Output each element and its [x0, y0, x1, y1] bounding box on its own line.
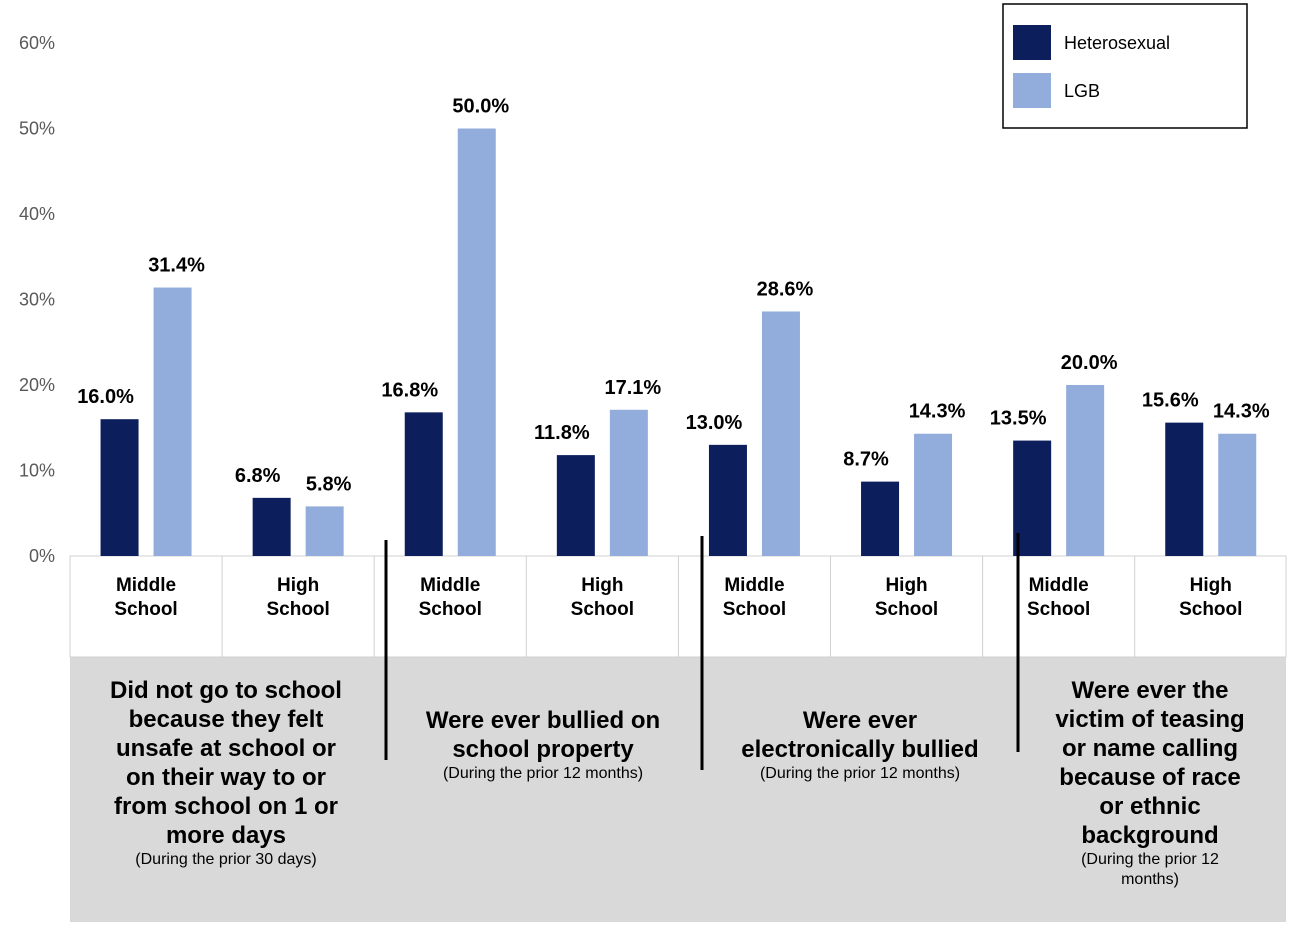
group-title: victim of teasing: [1055, 706, 1244, 733]
category-label: Middle: [1029, 575, 1089, 596]
data-label: 16.8%: [381, 379, 438, 401]
group-note: (During the prior 30 days): [135, 851, 316, 868]
data-label: 11.8%: [534, 422, 590, 444]
category-label: Middle: [724, 575, 784, 596]
y-tick-label: 20%: [19, 375, 55, 395]
group-title: Did not go to school: [110, 677, 342, 704]
bar-heterosexual: [1165, 422, 1204, 556]
group-title: on their way to or: [126, 764, 326, 791]
group-title: because of race: [1059, 764, 1240, 791]
group-title: Were ever: [803, 707, 917, 734]
data-label: 14.3%: [909, 401, 966, 423]
legend-label: LGB: [1064, 81, 1100, 101]
bar-lgb: [1218, 433, 1257, 556]
category-label: Middle: [420, 575, 480, 596]
category-label: School: [1027, 599, 1090, 620]
category-label: School: [114, 599, 177, 620]
legend-label: Heterosexual: [1064, 33, 1170, 53]
bar-lgb: [914, 433, 953, 556]
data-label: 13.0%: [686, 412, 743, 434]
group-note: (During the prior 12 months): [443, 765, 643, 782]
data-label: 50.0%: [452, 96, 509, 118]
legend-swatch: [1013, 25, 1051, 60]
category-label: School: [1179, 599, 1242, 620]
category-label: School: [266, 599, 329, 620]
category-label: School: [419, 599, 482, 620]
group-title: or ethnic: [1099, 793, 1200, 820]
legend-swatch: [1013, 73, 1051, 108]
group-title: because they felt: [129, 706, 324, 733]
group-title: background: [1081, 822, 1218, 849]
data-label: 20.0%: [1061, 352, 1118, 374]
y-tick-label: 50%: [19, 119, 55, 139]
y-tick-label: 30%: [19, 290, 55, 310]
category-label: High: [581, 575, 623, 596]
group-note: months): [1121, 871, 1179, 888]
group-title: school property: [452, 736, 634, 763]
group-title: unsafe at school or: [116, 735, 336, 762]
group-note: (During the prior 12 months): [760, 765, 960, 782]
category-label: School: [875, 599, 938, 620]
data-label: 14.3%: [1213, 401, 1270, 423]
data-label: 31.4%: [148, 255, 205, 277]
legend-box: [1002, 3, 1248, 129]
data-label: 17.1%: [604, 377, 661, 399]
bar-heterosexual: [861, 481, 900, 556]
category-label: High: [885, 575, 927, 596]
data-label: 28.6%: [757, 278, 814, 300]
category-label: High: [1190, 575, 1232, 596]
group-label-band: [70, 657, 1286, 922]
bar-heterosexual: [404, 412, 443, 556]
data-label: 16.0%: [77, 386, 134, 408]
group-title: electronically bullied: [741, 736, 978, 763]
data-label: 6.8%: [235, 465, 281, 487]
group-title: Were ever the: [1072, 677, 1229, 704]
category-label: High: [277, 575, 319, 596]
y-tick-label: 0%: [29, 546, 55, 566]
group-title: from school on 1 or: [114, 793, 338, 820]
data-label: 8.7%: [843, 449, 889, 471]
bar-heterosexual: [100, 419, 139, 556]
y-tick-label: 60%: [19, 33, 55, 53]
category-label: School: [723, 599, 786, 620]
category-label: Middle: [116, 575, 176, 596]
data-label: 15.6%: [1142, 390, 1199, 412]
y-tick-label: 10%: [19, 461, 55, 481]
group-title: Were ever bullied on: [426, 707, 660, 734]
group-title: more days: [166, 822, 286, 849]
bar-heterosexual: [708, 444, 747, 556]
data-label: 13.5%: [990, 408, 1047, 430]
bar-lgb: [457, 128, 496, 556]
bar-lgb: [305, 506, 344, 556]
y-tick-label: 40%: [19, 204, 55, 224]
bar-heterosexual: [252, 497, 291, 556]
bar-heterosexual: [556, 455, 595, 556]
category-label: School: [571, 599, 634, 620]
group-note: (During the prior 12: [1081, 851, 1219, 868]
data-label: 5.8%: [306, 473, 352, 495]
bar-lgb: [153, 287, 192, 556]
bar-lgb: [1066, 385, 1105, 556]
bar-lgb: [761, 311, 800, 556]
group-title: or name calling: [1062, 735, 1238, 762]
bar-lgb: [609, 409, 648, 556]
